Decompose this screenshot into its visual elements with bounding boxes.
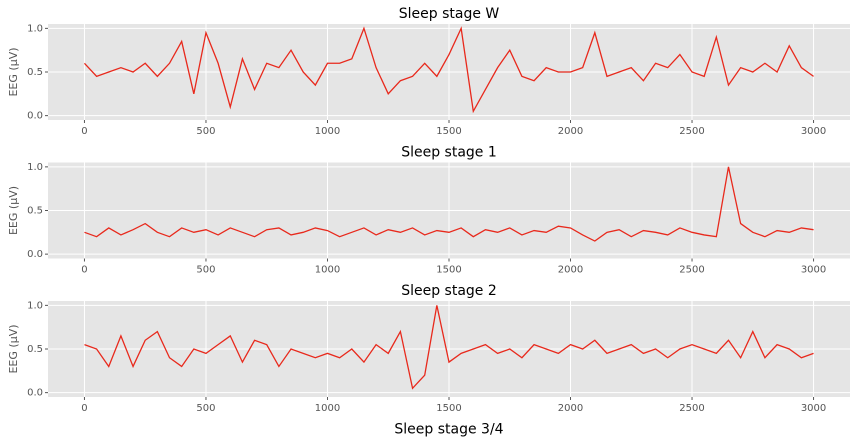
- chart-title: Sleep stage W: [399, 6, 500, 22]
- x-tick-label: 500: [196, 403, 215, 414]
- x-tick-label: 500: [196, 126, 215, 137]
- y-tick-label: 0.5: [27, 206, 43, 217]
- y-tick-label: 0.5: [27, 344, 43, 355]
- chart-title: Sleep stage 1: [401, 145, 497, 161]
- x-tick-label: 0: [81, 126, 87, 137]
- x-tick-label: 2000: [558, 403, 583, 414]
- signal-line: [83, 26, 814, 114]
- y-tick-label: 1.0: [27, 162, 43, 173]
- x-tick-label: 1500: [436, 265, 461, 276]
- y-axis-label: EEG (µV): [7, 186, 20, 235]
- x-tick-label: 3000: [801, 265, 826, 276]
- y-tick-label: 0.0: [27, 249, 43, 260]
- y-axis-label: EEG (µV): [7, 47, 20, 96]
- x-tick-label: 2000: [558, 265, 583, 276]
- signal-line: [84, 305, 814, 390]
- x-tick-label: 1500: [436, 126, 461, 137]
- y-axis-label: EEG (µV): [7, 324, 20, 373]
- signal-line: [84, 166, 814, 242]
- x-tick-label: 500: [196, 265, 215, 276]
- y-tick-label: 0.0: [27, 111, 43, 122]
- y-tick-label: 0.0: [27, 388, 43, 399]
- x-tick-label: 1000: [315, 403, 340, 414]
- y-tick-label: 1.0: [27, 300, 43, 311]
- chart-title: Sleep stage 2: [401, 283, 497, 299]
- x-tick-label: 1500: [436, 403, 461, 414]
- y-tick-label: 1.0: [27, 23, 43, 34]
- chart-title: Sleep stage 3/4: [394, 422, 503, 438]
- y-tick-label: 0.5: [27, 67, 43, 78]
- x-tick-label: 2000: [558, 126, 583, 137]
- x-tick-label: 3000: [801, 126, 826, 137]
- x-tick-label: 2500: [679, 265, 704, 276]
- x-tick-label: 3000: [801, 403, 826, 414]
- x-tick-label: 0: [81, 403, 87, 414]
- x-tick-label: 2500: [679, 126, 704, 137]
- x-tick-label: 1000: [315, 265, 340, 276]
- x-tick-label: 2500: [679, 403, 704, 414]
- x-tick-label: 0: [81, 265, 87, 276]
- x-tick-label: 1000: [315, 126, 340, 137]
